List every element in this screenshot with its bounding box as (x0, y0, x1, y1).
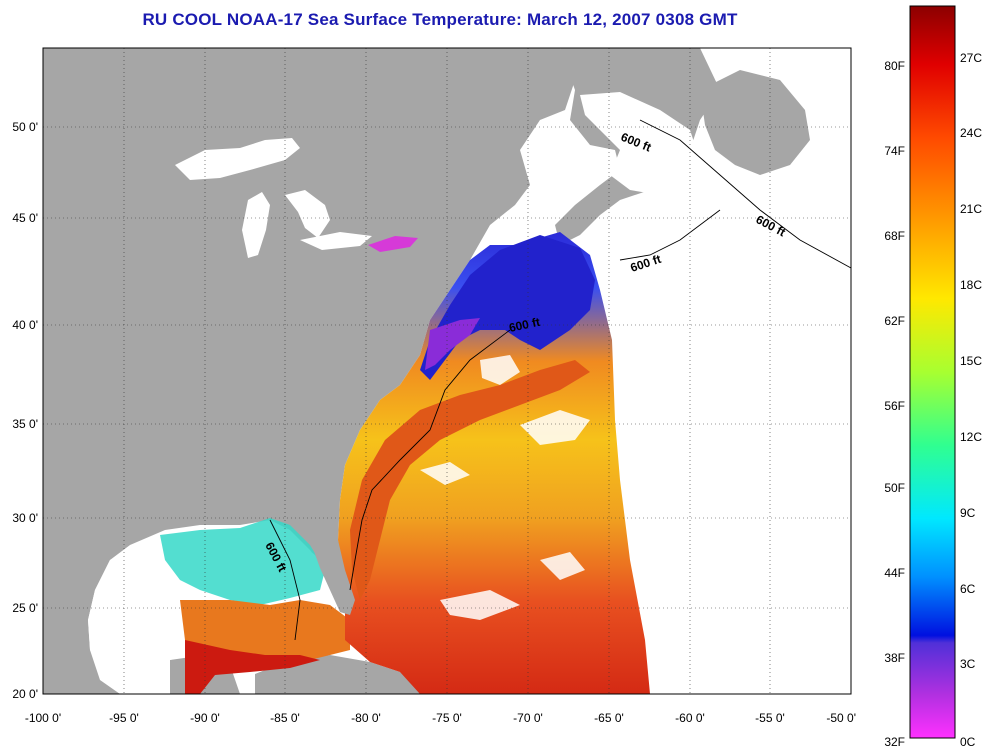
y-tick-label: 30 0' (12, 511, 38, 525)
x-tick-label: -80 0' (351, 711, 381, 725)
land-florida (310, 540, 355, 615)
y-tick-label: 35 0' (12, 417, 38, 431)
x-tick-label: -100 0' (25, 711, 61, 725)
shelf-cold-water (420, 235, 595, 380)
x-tick-label: -65 0' (594, 711, 624, 725)
graticule (43, 48, 851, 694)
land-north-america (43, 48, 575, 694)
great-lakes (175, 138, 372, 258)
land-newfoundland (700, 70, 810, 175)
y-tick-label: 20 0' (12, 687, 38, 701)
x-tick-label: -60 0' (675, 711, 705, 725)
map-title: RU COOL NOAA-17 Sea Surface Temperature:… (142, 10, 738, 29)
x-tick-label: -75 0' (432, 711, 462, 725)
x-tick-label: -90 0' (190, 711, 220, 725)
gulf-sst-cyan (160, 518, 325, 605)
gulf-stream-warm (350, 360, 590, 600)
gulf-st-lawrence (580, 92, 700, 195)
shelf-violet-water (425, 318, 480, 370)
atlantic-sst-swath (338, 232, 650, 694)
y-axis: 50 0' 45 0' 40 0' 35 0' 30 0' 25 0' 20 0… (12, 120, 38, 701)
x-axis: -100 0' -95 0' -90 0' -85 0' -80 0' -75 … (25, 711, 856, 725)
lake-ontario-sst (368, 236, 418, 252)
y-tick-label: 50 0' (12, 120, 38, 134)
y-tick-label: 45 0' (12, 211, 38, 225)
isobath-600ft (269, 119, 851, 641)
y-tick-label: 25 0' (12, 601, 38, 615)
gulf-sst-hot (185, 640, 320, 694)
y-tick-label: 40 0' (12, 318, 38, 332)
plot-border (42, 47, 852, 695)
x-tick-label: -95 0' (109, 711, 139, 725)
x-tick-label: -85 0' (270, 711, 300, 725)
x-tick-label: -55 0' (755, 711, 785, 725)
cloud-patches (420, 355, 590, 620)
contour-label-4: 600 ft (508, 315, 542, 335)
x-tick-label: -50 0' (826, 711, 856, 725)
x-tick-label: -70 0' (513, 711, 543, 725)
